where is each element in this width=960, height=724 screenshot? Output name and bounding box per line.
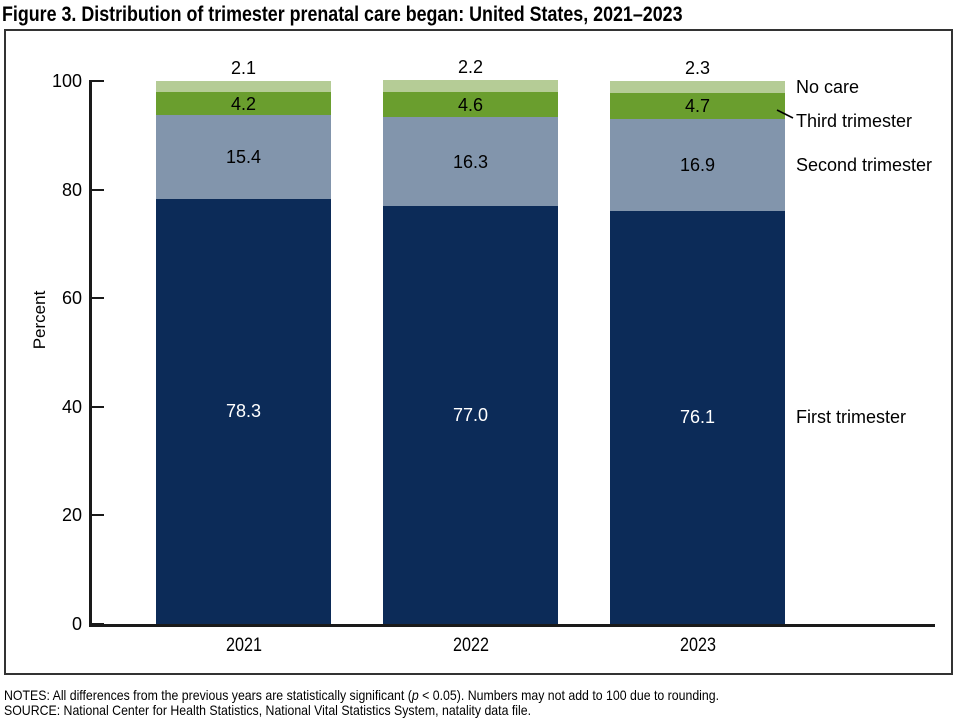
bar-segment-second-trimester [610, 119, 785, 211]
bar-segment-first-trimester [156, 198, 331, 624]
source-line: SOURCE: National Center for Health Stati… [4, 702, 532, 718]
series-label-no-care: No care [796, 77, 860, 98]
bar-segment-first-trimester [383, 205, 558, 624]
plot-area: Percent 0 20 40 60 80 100 78.3 15.4 4.2 2.1 2021 77… [6, 31, 951, 673]
y-tick-mark [92, 297, 104, 300]
x-axis-line [89, 624, 935, 627]
y-tick-label: 20 [61, 505, 82, 526]
bar-value-label-first-trimester: 77.0 [452, 404, 489, 425]
figure-title: Figure 3. Distribution of trimester pren… [2, 3, 683, 26]
y-tick-label: 0 [71, 614, 82, 634]
series-label-second-trimester: Second trimester [796, 154, 933, 175]
bar-segment-third-trimester [156, 92, 331, 116]
bar-segment-first-trimester [610, 210, 785, 624]
y-tick-mark [92, 405, 104, 408]
bar-segment-no-care [156, 81, 331, 93]
y-tick-label: 40 [61, 396, 82, 417]
y-tick-mark [92, 80, 104, 82]
notes-text-end: < 0.05). Numbers may not add to 100 due … [418, 687, 720, 703]
bar-value-label-second-trimester: 16.9 [679, 154, 716, 175]
y-tick-label: 80 [61, 179, 82, 200]
bar-segment-second-trimester [156, 115, 331, 199]
x-category-label: 2023 [679, 635, 716, 656]
bar-value-label-first-trimester: 76.1 [679, 407, 716, 428]
bar-value-label-no-care: 2.3 [684, 58, 711, 78]
series-label-third-trimester: Third trimester [796, 111, 913, 132]
x-category-label: 2021 [225, 635, 262, 656]
bar-value-label-third-trimester: 4.2 [230, 93, 257, 114]
chart-frame: Percent 0 20 40 60 80 100 78.3 15.4 4.2 2.1 2021 77… [4, 29, 953, 675]
notes-text: NOTES: All differences from the previous… [4, 687, 412, 703]
y-tick-mark [92, 514, 104, 517]
y-tick-label: 100 [51, 71, 82, 91]
bar-segment-second-trimester [383, 117, 558, 206]
series-label-first-trimester: First trimester [796, 407, 906, 428]
x-category-label: 2022 [452, 635, 489, 656]
y-tick-label: 60 [61, 288, 82, 309]
bar-segment-third-trimester [383, 92, 558, 118]
bar-value-label-third-trimester: 4.7 [684, 96, 711, 117]
bar-segment-no-care [383, 80, 558, 93]
bar-segment-third-trimester [610, 93, 785, 119]
notes-line: NOTES: All differences from the previous… [4, 687, 719, 703]
notes-p-italic: p [411, 687, 419, 703]
y-tick-mark [92, 188, 104, 191]
y-tick-mark [92, 623, 104, 625]
bar-value-label-third-trimester: 4.6 [457, 94, 484, 115]
bar-value-label-first-trimester: 78.3 [225, 401, 262, 422]
bar-value-label-second-trimester: 16.3 [452, 151, 489, 172]
bar-value-label-second-trimester: 15.4 [225, 147, 262, 168]
bar-value-label-no-care: 2.2 [457, 57, 484, 78]
y-axis-line [89, 80, 92, 627]
bar-segment-no-care [610, 81, 785, 94]
bar-value-label-no-care: 2.1 [230, 58, 257, 78]
third-trimester-leader-line [776, 109, 794, 119]
